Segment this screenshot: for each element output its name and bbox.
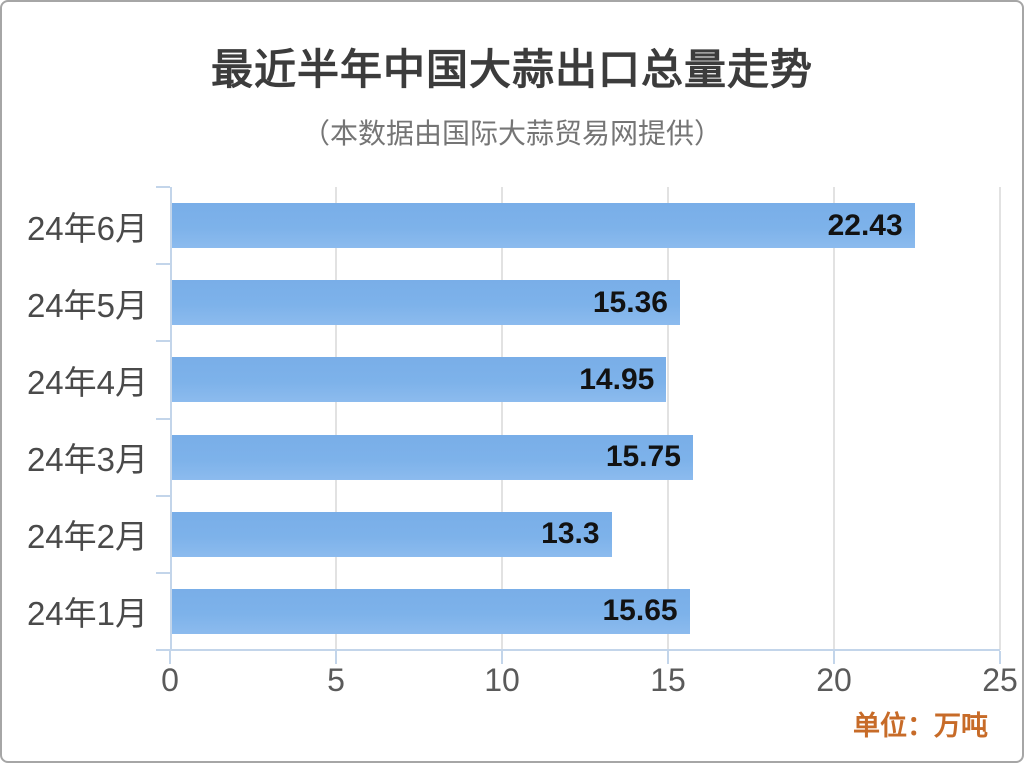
bar-row-1: 15.36 xyxy=(170,280,680,326)
category-label-2: 24年4月 xyxy=(26,363,148,401)
category-label-3: 24年3月 xyxy=(26,441,148,479)
y-axis-tick-5 xyxy=(156,571,170,574)
bar-value-label-1: 15.36 xyxy=(592,285,668,319)
bar-value-label-4: 13.3 xyxy=(541,517,600,551)
y-axis-category-labels: 24年6月 24年5月 24年4月 24年3月 24年2月 24年1月 xyxy=(2,187,148,650)
unit-label: 单位：万吨 xyxy=(853,711,988,741)
gridline-10 xyxy=(501,187,503,650)
bar-value-label-2: 14.95 xyxy=(579,362,655,396)
x-tick-label-5: 5 xyxy=(327,662,345,698)
x-axis-tick-0 xyxy=(169,651,171,664)
y-axis-tick-2 xyxy=(156,340,170,343)
x-tick-label-0: 0 xyxy=(161,662,179,698)
bar-row-5: 15.65 xyxy=(170,588,690,634)
category-label-1: 24年5月 xyxy=(26,286,148,324)
x-axis-tick-10 xyxy=(501,651,503,664)
category-label-0: 24年6月 xyxy=(26,209,148,247)
x-tick-label-20: 20 xyxy=(816,662,852,698)
bar-row-2: 14.95 xyxy=(170,357,667,403)
plot-area: 22.43 15.36 14.95 15.75 13.3 15.65 xyxy=(170,187,1001,650)
page-title: 最近半年中国大蒜出口总量走势 xyxy=(210,46,813,93)
y-axis-tick-4 xyxy=(156,494,170,497)
category-label-5: 24年1月 xyxy=(26,595,148,633)
x-axis-tick-20 xyxy=(833,651,835,664)
gridline-15 xyxy=(667,187,669,650)
category-label-4: 24年2月 xyxy=(26,518,148,556)
x-axis-tick-5 xyxy=(335,651,337,664)
bar-value-label-5: 15.65 xyxy=(602,594,678,628)
x-tick-label-15: 15 xyxy=(650,662,686,698)
x-tick-label-10: 10 xyxy=(484,662,520,698)
x-axis-tick-25 xyxy=(999,651,1001,664)
bar-row-4: 13.3 xyxy=(170,511,612,557)
gridline-20 xyxy=(833,187,835,650)
gridline-25 xyxy=(999,187,1001,650)
x-tick-label-25: 25 xyxy=(982,662,1018,698)
bar-row-0: 22.43 xyxy=(170,203,915,249)
y-axis-tick-1 xyxy=(156,263,170,266)
y-axis-line xyxy=(156,186,172,651)
bar-value-label-0: 22.43 xyxy=(827,208,903,242)
bar-row-3: 15.75 xyxy=(170,434,693,480)
x-axis-line xyxy=(156,649,1000,651)
y-axis-tick-3 xyxy=(156,417,170,420)
page-subtitle: （本数据由国际大蒜贸易网提供） xyxy=(301,118,722,149)
gridline-5 xyxy=(335,187,337,650)
bar-value-label-3: 15.75 xyxy=(605,440,681,474)
y-axis-tick-0 xyxy=(156,186,170,188)
x-axis-tick-15 xyxy=(667,651,669,664)
